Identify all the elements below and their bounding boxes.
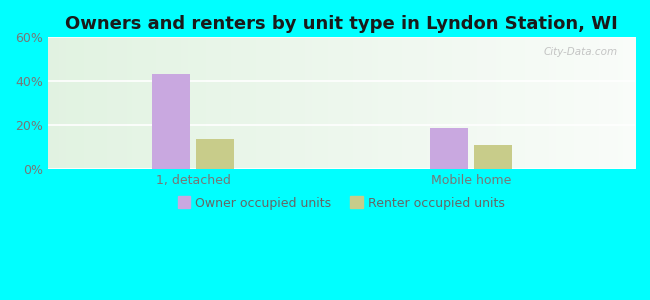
Legend: Owner occupied units, Renter occupied units: Owner occupied units, Renter occupied un… xyxy=(173,192,510,215)
Bar xyxy=(430,128,467,169)
Bar xyxy=(474,145,512,169)
Bar xyxy=(196,139,234,169)
Bar xyxy=(152,74,190,169)
Title: Owners and renters by unit type in Lyndon Station, WI: Owners and renters by unit type in Lyndo… xyxy=(65,15,618,33)
Text: City-Data.com: City-Data.com xyxy=(543,46,618,56)
